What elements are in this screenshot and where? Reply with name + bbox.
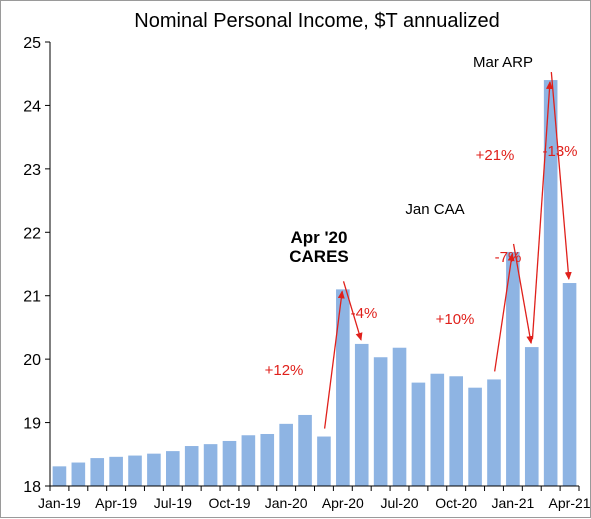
y-tick-label: 23 — [23, 162, 41, 179]
arrow-minus7 — [512, 243, 534, 345]
change-arrows — [323, 72, 572, 429]
annotations: Apr '20 CARES Jan CAA Mar ARP +12% -4% +… — [265, 54, 578, 379]
bar-oct-19 — [222, 440, 237, 486]
bar-apr-20 — [336, 289, 350, 486]
y-tick-label: 24 — [23, 98, 41, 115]
bar-jan-21 — [506, 251, 520, 486]
x-tick-label: Jul-20 — [380, 495, 418, 511]
annotation-mar-arp: Mar ARP — [473, 54, 533, 71]
bar-mar-19 — [90, 458, 105, 486]
bar-dec-20 — [487, 379, 501, 486]
bar-jul-20 — [392, 347, 407, 486]
arrow-plus12 — [323, 290, 345, 429]
bar-may-19 — [128, 455, 142, 486]
bar-aug-20 — [411, 382, 426, 486]
bar-aug-19 — [184, 446, 199, 486]
bar-feb-21 — [524, 347, 539, 486]
x-tick-label: Jan-20 — [265, 495, 308, 511]
annotation-pct-plus21: +21% — [476, 147, 515, 164]
x-tick-label: Apr-20 — [322, 495, 364, 511]
bar-feb-20 — [298, 414, 312, 486]
y-tick-label: 20 — [23, 352, 41, 369]
x-tick-label: Oct-19 — [208, 495, 250, 511]
bar-series — [52, 80, 577, 487]
arrow-plus10 — [494, 252, 515, 372]
y-tick-label: 19 — [23, 416, 41, 433]
x-tick-label: Jul-19 — [154, 495, 192, 511]
annotation-cares-line1: Apr '20 — [291, 228, 348, 247]
bar-jan-19 — [52, 466, 67, 486]
y-tick-label: 25 — [23, 35, 41, 52]
bar-jun-20 — [373, 357, 388, 486]
annotation-jan-caa: Jan CAA — [405, 201, 464, 218]
x-tick-label: Jan-21 — [491, 495, 534, 511]
annotation-pct-plus12: +12% — [265, 362, 304, 379]
y-tick-label: 18 — [23, 479, 41, 496]
bar-nov-19 — [241, 435, 256, 486]
bar-mar-21 — [543, 80, 558, 487]
bar-sep-19 — [203, 444, 218, 486]
bar-jun-19 — [147, 453, 161, 486]
bar-oct-20 — [449, 376, 463, 486]
annotation-pct-minus4: -4% — [351, 305, 378, 322]
bar-jan-20 — [279, 423, 293, 486]
annotation-pct-plus10: +10% — [436, 311, 475, 328]
bar-dec-19 — [260, 433, 275, 486]
x-tick-label: Apr-21 — [549, 495, 591, 511]
bar-mar-20 — [317, 436, 331, 486]
bar-jul-19 — [166, 451, 180, 486]
bar-feb-19 — [71, 462, 86, 486]
bar-nov-20 — [468, 387, 482, 486]
annotation-pct-minus13: -13% — [542, 143, 577, 160]
x-tick-label: Oct-20 — [435, 495, 477, 511]
bar-apr-19 — [109, 456, 123, 486]
chart-title: Nominal Personal Income, $T annualized — [134, 10, 499, 32]
arrow-minus13 — [550, 72, 572, 281]
y-tick-label: 21 — [23, 289, 41, 306]
arrow-plus21 — [531, 81, 553, 340]
bar-may-20 — [354, 343, 369, 486]
y-tick-label: 22 — [23, 225, 41, 242]
annotation-cares-line2: CARES — [289, 247, 349, 266]
x-tick-label: Jan-19 — [38, 495, 81, 511]
annotation-pct-minus7: -7% — [495, 249, 522, 266]
arrow-minus4 — [342, 281, 363, 341]
x-tick-label: Apr-19 — [95, 495, 137, 511]
y-axis: 18 19 20 21 22 23 24 25 — [23, 35, 50, 496]
bar-sep-20 — [430, 373, 445, 486]
bar-apr-21 — [562, 283, 577, 486]
x-axis: Jan-19 Apr-19 Jul-19 Oct-19 Jan-20 Apr-20 Jul-… — [38, 486, 591, 511]
